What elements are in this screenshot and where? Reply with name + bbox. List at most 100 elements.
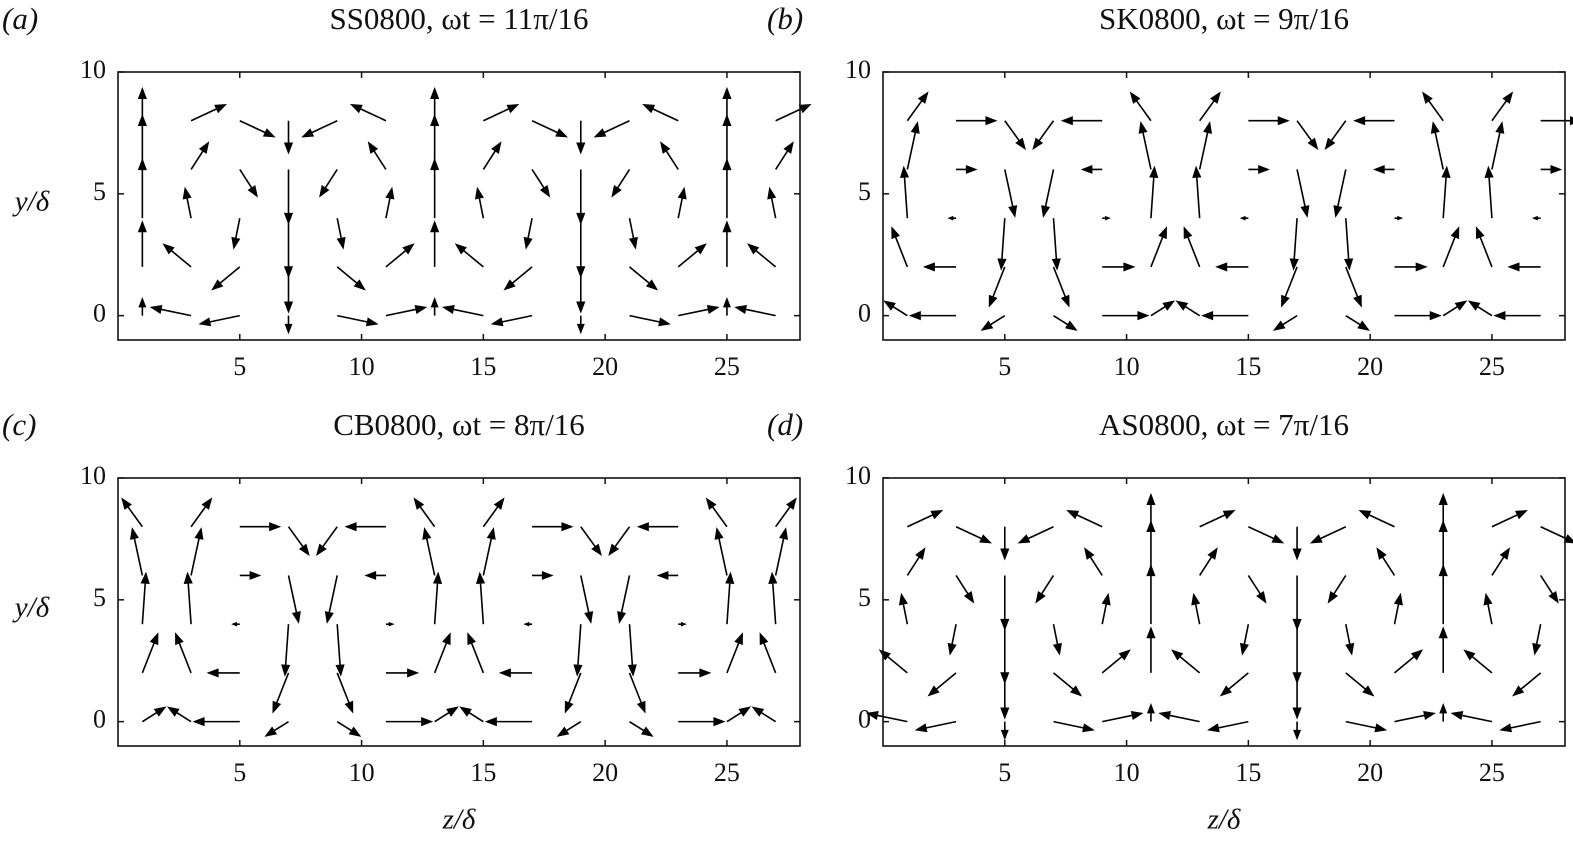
velocity-arrow: [899, 165, 910, 219]
velocity-arrow: [1129, 91, 1152, 122]
velocity-arrow: [433, 632, 451, 674]
panel-label: (a): [2, 1, 38, 36]
x-tick-label: 20: [592, 352, 618, 381]
velocity-arrow: [1292, 575, 1302, 631]
velocity-arrow: [385, 621, 395, 627]
velocity-arrow: [1372, 164, 1395, 174]
velocity-arrow: [774, 527, 788, 576]
velocity-arrow: [1491, 547, 1511, 576]
velocity-arrow: [336, 672, 354, 714]
velocity-arrow: [1507, 262, 1541, 272]
panel-title: CB0800, ωt = 8π/16: [333, 407, 585, 442]
velocity-arrow: [459, 706, 484, 723]
velocity-arrow: [1358, 509, 1395, 528]
velocity-arrow: [1052, 266, 1070, 308]
velocity-arrow: [1035, 575, 1055, 604]
velocity-arrow: [611, 169, 631, 198]
velocity-arrow: [627, 624, 637, 677]
velocity-arrow: [137, 114, 147, 170]
velocity-arrow: [726, 706, 752, 723]
panel-label: (b): [767, 1, 803, 36]
velocity-arrow: [722, 86, 732, 121]
velocity-arrow: [678, 621, 687, 627]
velocity-arrow: [1239, 624, 1250, 656]
x-tick-label: 25: [714, 758, 740, 787]
velocity-arrow: [927, 672, 957, 697]
velocity-arrow: [955, 526, 993, 544]
velocity-arrow: [1032, 120, 1055, 151]
velocity-arrow: [608, 526, 631, 557]
velocity-arrow: [1198, 547, 1218, 576]
velocity-arrow: [166, 706, 192, 723]
velocity-arrow: [1052, 672, 1083, 697]
velocity-arrow: [336, 266, 366, 291]
velocity-arrow: [1491, 509, 1528, 528]
x-tick-label: 15: [470, 758, 496, 787]
velocity-arrow: [441, 304, 484, 317]
velocity-arrow: [722, 114, 732, 170]
velocity-arrow: [678, 668, 712, 678]
velocity-arrow: [336, 218, 346, 250]
velocity-arrow: [367, 141, 387, 170]
velocity-arrow: [137, 220, 147, 267]
velocity-arrow: [628, 218, 638, 250]
velocity-arrow: [1376, 547, 1396, 576]
velocity-arrow: [190, 103, 228, 122]
velocity-arrow: [523, 218, 533, 250]
velocity-arrow: [556, 720, 582, 737]
velocity-arrow: [955, 575, 975, 604]
velocity-arrow: [1004, 169, 1018, 218]
velocity-arrow: [1491, 121, 1505, 170]
velocity-arrow: [1146, 626, 1156, 673]
velocity-arrow: [1102, 215, 1111, 221]
x-axis-label: z/δ: [1207, 804, 1241, 836]
velocity-arrow: [467, 632, 485, 674]
velocity-arrow: [908, 311, 957, 321]
velocity-arrow: [1491, 91, 1514, 122]
velocity-arrow: [141, 632, 159, 674]
velocity-arrow: [636, 522, 679, 532]
y-tick-label: 5: [858, 177, 871, 206]
velocity-arrow: [617, 575, 631, 624]
velocity-arrow: [1206, 720, 1249, 733]
velocity-arrow: [430, 297, 439, 316]
velocity-arrow: [1333, 169, 1347, 218]
velocity-arrow: [1101, 649, 1131, 674]
velocity-arrow: [580, 575, 594, 624]
velocity-arrow: [629, 720, 654, 737]
velocity-arrow: [1353, 116, 1395, 126]
velocity-arrow: [767, 186, 777, 219]
velocity-arrow: [1345, 720, 1388, 733]
x-tick-label: 20: [1357, 758, 1383, 787]
velocity-arrow: [1248, 164, 1270, 174]
velocity-arrow: [1442, 300, 1468, 317]
velocity-arrow: [385, 668, 420, 678]
velocity-arrow: [1438, 626, 1448, 673]
velocity-arrow: [1066, 509, 1103, 528]
velocity-arrow: [774, 497, 797, 528]
velocity-arrow: [1150, 226, 1167, 268]
velocity-arrow: [531, 169, 551, 198]
velocity-arrow: [1327, 575, 1347, 604]
velocity-arrow: [281, 624, 291, 677]
velocity-arrow: [980, 314, 1006, 331]
velocity-arrow: [580, 526, 602, 557]
velocity-arrow: [573, 624, 583, 677]
panel-title: SS0800, ωt = 11π/16: [329, 1, 588, 36]
velocity-arrow: [1422, 91, 1444, 122]
velocity-arrow: [997, 218, 1007, 271]
velocity-arrow: [714, 527, 728, 576]
velocity-arrow: [576, 218, 586, 279]
velocity-arrow: [1158, 710, 1200, 723]
velocity-arrow: [564, 672, 582, 714]
velocity-arrow: [1281, 266, 1298, 308]
velocity-arrow: [576, 169, 586, 225]
velocity-arrow: [1146, 520, 1156, 576]
velocity-arrow: [865, 710, 908, 723]
velocity-arrow: [364, 570, 386, 580]
velocity-arrow: [1000, 526, 1010, 561]
velocity-arrow: [1539, 575, 1559, 604]
x-tick-label: 5: [998, 758, 1011, 787]
x-tick-label: 15: [1235, 352, 1261, 381]
velocity-arrow: [198, 314, 240, 327]
